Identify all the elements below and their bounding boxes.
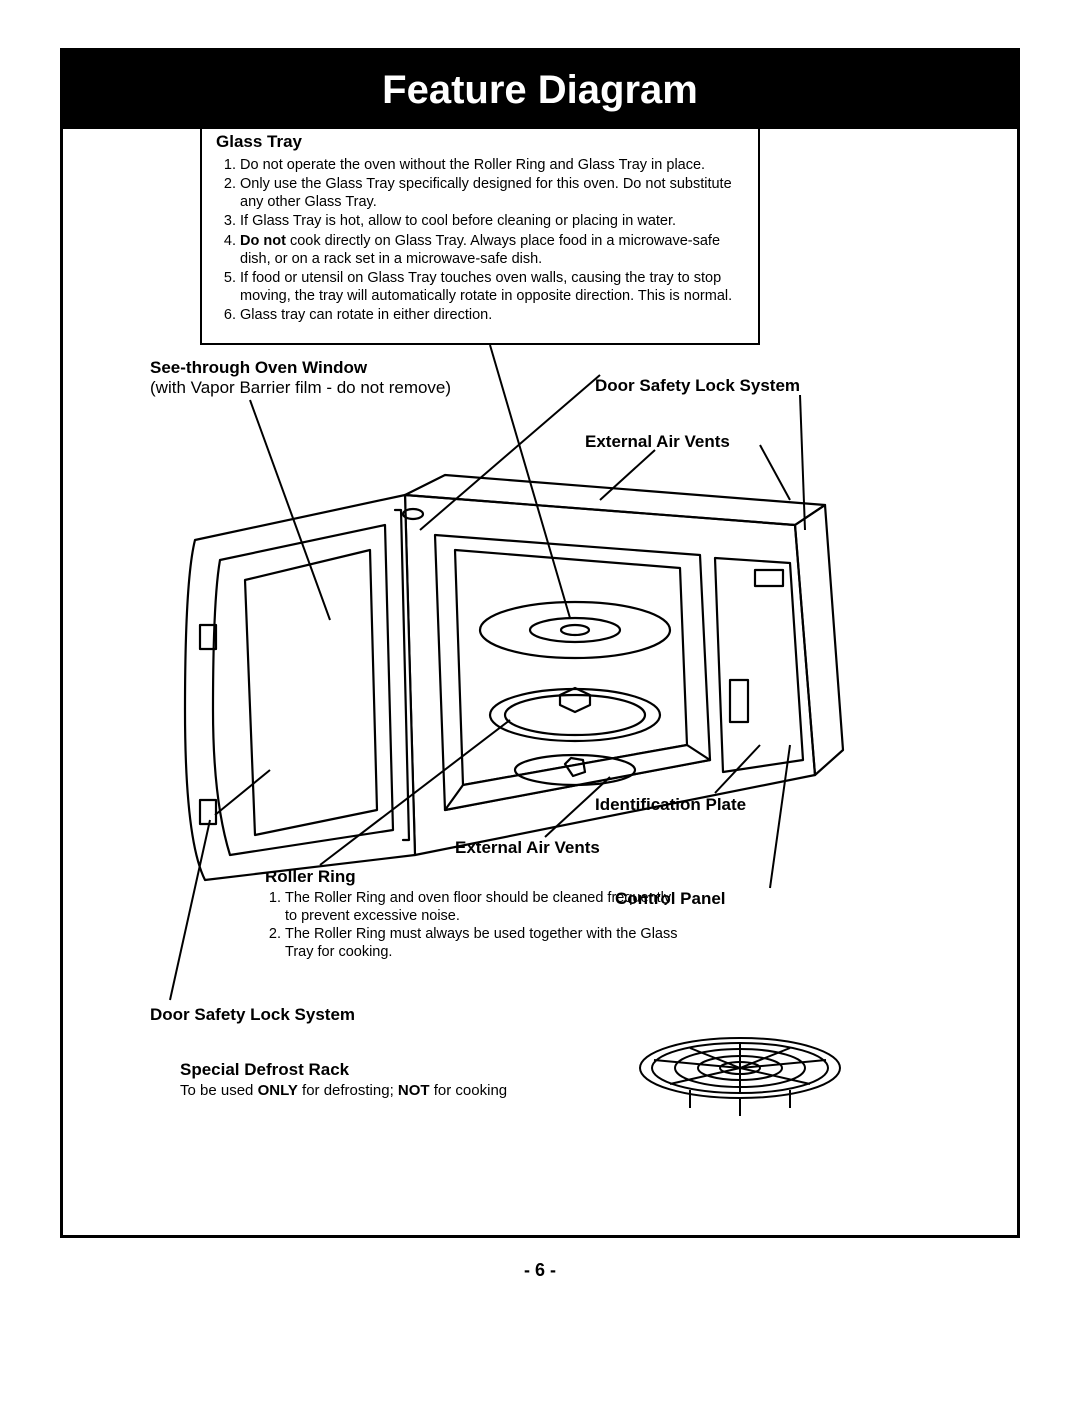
list-item: Glass tray can rotate in either directio…: [240, 306, 744, 324]
door-safety-lock-bottom-label: Door Safety Lock System: [150, 1005, 355, 1025]
page-title: Feature Diagram: [382, 68, 698, 113]
list-item: Only use the Glass Tray specifically des…: [240, 175, 744, 211]
label-title: See-through Oven Window: [150, 358, 451, 378]
defrost-rack-icon: [630, 1030, 850, 1125]
defrost-sub-part: To be used: [180, 1082, 258, 1099]
list-item: Do not cook directly on Glass Tray. Alwa…: [240, 232, 744, 268]
defrost-sub-part: for defrosting;: [298, 1082, 398, 1099]
glass-tray-heading: Glass Tray: [216, 132, 744, 152]
glass-tray-box: Glass Tray Do not operate the oven witho…: [200, 120, 760, 345]
list-item: Do not operate the oven without the Roll…: [240, 156, 744, 174]
list-item: If Glass Tray is hot, allow to cool befo…: [240, 212, 744, 230]
microwave-diagram: [155, 380, 865, 980]
bold-prefix: Do not: [240, 233, 286, 249]
glass-tray-list: Do not operate the oven without the Roll…: [240, 156, 744, 324]
defrost-sub-bold: NOT: [398, 1082, 430, 1099]
defrost-sub-part: for cooking: [430, 1082, 508, 1099]
defrost-heading: Special Defrost Rack: [180, 1060, 680, 1080]
list-item-rest: cook directly on Glass Tray. Always plac…: [240, 233, 720, 267]
page-number: - 6 -: [0, 1260, 1080, 1281]
defrost-sub-bold: ONLY: [258, 1082, 298, 1099]
special-defrost-rack-box: Special Defrost Rack To be used ONLY for…: [180, 1060, 680, 1099]
title-bar: Feature Diagram: [63, 51, 1017, 129]
list-item: If food or utensil on Glass Tray touches…: [240, 269, 744, 305]
defrost-sub: To be used ONLY for defrosting; NOT for …: [180, 1082, 680, 1099]
